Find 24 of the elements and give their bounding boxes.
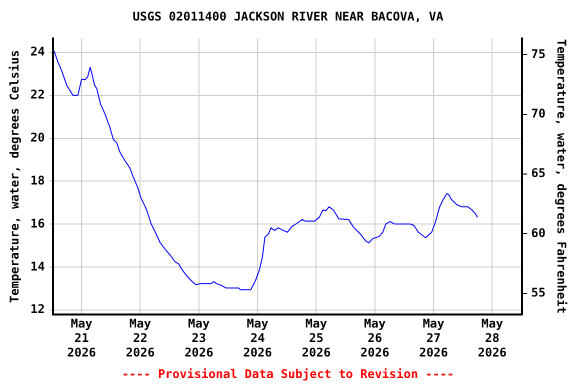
y2-tick-label: 65 [531,166,546,180]
y2-tick-label: 75 [531,46,546,61]
text: ---- Provisional Data Subject to Revision ---- [122,366,454,381]
y2-tick-label: 55 [531,286,546,300]
y-tick-label: 24 [30,44,45,58]
y-tick-label: 16 [30,216,45,230]
x-tick-label: May 23 2026 [184,316,214,360]
y-axis-title: Temperature, water, degrees Celsius [7,50,22,303]
x-tick-label: May 28 2026 [478,316,507,360]
y-tick-label: 18 [30,173,45,188]
x-tick-label: May 24 2026 [243,316,272,360]
x-tick-label: May 27 2026 [419,316,448,360]
y2-tick-label: 70 [531,106,546,121]
y-tick-label: 20 [30,130,45,144]
y-tick-label: 14 [30,259,45,274]
y2-tick-label: 60 [531,226,546,240]
x-tick-label: May 25 2026 [302,316,331,360]
x-tick-label: May 21 2026 [67,316,96,360]
x-tick-label: May 26 2026 [360,316,390,360]
y2-axis-title: Temperature, water, degrees Fahrenheit [554,39,569,314]
x-tick-label: May 22 2026 [126,316,155,360]
y-tick-label: 22 [30,87,45,102]
y-tick-label: 12 [30,302,45,316]
chart-title: USGS 02011400 JACKSON RIVER NEAR BACOVA, VA [132,9,444,24]
